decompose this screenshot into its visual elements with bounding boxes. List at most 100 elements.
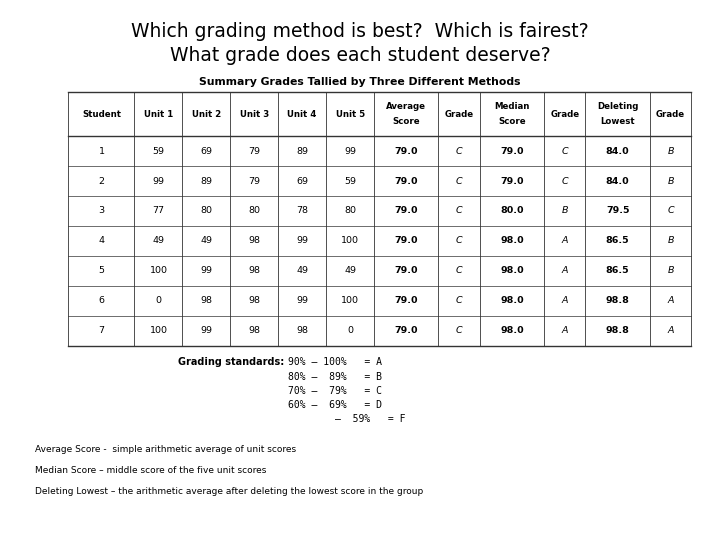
Text: Summary Grades Tallied by Three Different Methods: Summary Grades Tallied by Three Differen…: [199, 77, 521, 87]
Text: 86.5: 86.5: [606, 266, 629, 275]
Text: 100: 100: [341, 296, 359, 305]
Text: Lowest: Lowest: [600, 117, 635, 125]
Text: Grade: Grade: [550, 110, 580, 118]
Text: 70% –  79%   = C: 70% – 79% = C: [288, 386, 382, 396]
Text: Unit 5: Unit 5: [336, 110, 364, 118]
Text: B: B: [562, 206, 568, 215]
Text: 80: 80: [200, 206, 212, 215]
Text: 98: 98: [248, 296, 260, 305]
Text: 49: 49: [153, 237, 164, 245]
Text: 99: 99: [200, 326, 212, 335]
Text: C: C: [562, 147, 568, 156]
Text: Deleting Lowest – the arithmetic average after deleting the lowest score in the : Deleting Lowest – the arithmetic average…: [35, 487, 423, 496]
Text: 99: 99: [200, 266, 212, 275]
Text: 79.0: 79.0: [500, 177, 523, 186]
Text: B: B: [667, 147, 674, 156]
Text: 98.0: 98.0: [500, 296, 523, 305]
Text: 100: 100: [150, 326, 168, 335]
Text: 100: 100: [150, 266, 168, 275]
Text: 98.0: 98.0: [500, 326, 523, 335]
Text: 79.0: 79.0: [395, 266, 418, 275]
Text: Student: Student: [82, 110, 121, 118]
Text: 86.5: 86.5: [606, 237, 629, 245]
Text: 80: 80: [248, 206, 260, 215]
Text: 59: 59: [153, 147, 164, 156]
Text: 49: 49: [344, 266, 356, 275]
Text: Average Score -  simple arithmetic average of unit scores: Average Score - simple arithmetic averag…: [35, 446, 296, 455]
Text: Grading standards:: Grading standards:: [178, 357, 284, 368]
Text: 0: 0: [347, 326, 353, 335]
Text: 79.0: 79.0: [395, 206, 418, 215]
Text: 98: 98: [200, 296, 212, 305]
Text: 79.0: 79.0: [395, 147, 418, 156]
Text: 100: 100: [341, 237, 359, 245]
Text: C: C: [456, 326, 462, 335]
Text: Average: Average: [386, 103, 426, 111]
Text: C: C: [456, 266, 462, 275]
Text: What grade does each student deserve?: What grade does each student deserve?: [170, 46, 550, 65]
Text: 49: 49: [296, 266, 308, 275]
Text: 99: 99: [296, 296, 308, 305]
Text: 98.8: 98.8: [606, 296, 629, 305]
Text: 79: 79: [248, 177, 260, 186]
Text: Which grading method is best?  Which is fairest?: Which grading method is best? Which is f…: [131, 22, 589, 40]
Text: C: C: [562, 177, 568, 186]
Text: 98.0: 98.0: [500, 237, 523, 245]
Text: 80% –  89%   = B: 80% – 89% = B: [288, 372, 382, 382]
Text: 98: 98: [248, 326, 260, 335]
Text: A: A: [667, 296, 674, 305]
Text: Grade: Grade: [656, 110, 685, 118]
Text: B: B: [667, 266, 674, 275]
Text: Grade: Grade: [444, 110, 474, 118]
Text: 79.0: 79.0: [395, 326, 418, 335]
Text: –  59%   = F: – 59% = F: [288, 414, 405, 424]
Text: 2: 2: [99, 177, 104, 186]
Text: B: B: [667, 237, 674, 245]
Text: 79.0: 79.0: [395, 296, 418, 305]
Text: A: A: [667, 326, 674, 335]
Text: 49: 49: [200, 237, 212, 245]
Text: Unit 3: Unit 3: [240, 110, 269, 118]
Text: 98: 98: [248, 237, 260, 245]
Text: 69: 69: [200, 147, 212, 156]
Text: 84.0: 84.0: [606, 147, 629, 156]
Text: 3: 3: [99, 206, 104, 215]
Text: C: C: [456, 206, 462, 215]
Text: Unit 1: Unit 1: [144, 110, 173, 118]
Text: Score: Score: [498, 117, 526, 125]
Text: A: A: [562, 237, 568, 245]
Text: 98.0: 98.0: [500, 266, 523, 275]
Text: 79.0: 79.0: [395, 177, 418, 186]
Text: 99: 99: [296, 237, 308, 245]
Text: 99: 99: [153, 177, 164, 186]
Text: A: A: [562, 326, 568, 335]
Text: 89: 89: [200, 177, 212, 186]
Text: C: C: [456, 177, 462, 186]
Text: B: B: [667, 177, 674, 186]
Text: C: C: [456, 296, 462, 305]
Text: 98: 98: [296, 326, 308, 335]
Text: C: C: [667, 206, 674, 215]
Text: 80: 80: [344, 206, 356, 215]
Text: 69: 69: [296, 177, 308, 186]
Text: 99: 99: [344, 147, 356, 156]
Text: 6: 6: [99, 296, 104, 305]
Text: C: C: [456, 237, 462, 245]
Text: 84.0: 84.0: [606, 177, 629, 186]
Text: 4: 4: [99, 237, 104, 245]
Text: 79.5: 79.5: [606, 206, 629, 215]
Text: A: A: [562, 266, 568, 275]
Text: Median Score – middle score of the five unit scores: Median Score – middle score of the five …: [35, 466, 266, 475]
Text: 98: 98: [248, 266, 260, 275]
Text: 5: 5: [99, 266, 104, 275]
Text: C: C: [456, 147, 462, 156]
Text: 59: 59: [344, 177, 356, 186]
Text: 79.0: 79.0: [500, 147, 523, 156]
Text: 79: 79: [248, 147, 260, 156]
Text: 78: 78: [296, 206, 308, 215]
Text: 90% – 100%   = A: 90% – 100% = A: [288, 357, 382, 368]
Text: 79.0: 79.0: [395, 237, 418, 245]
Text: 60% –  69%   = D: 60% – 69% = D: [288, 400, 382, 410]
Text: 1: 1: [99, 147, 104, 156]
Text: Unit 4: Unit 4: [287, 110, 317, 118]
